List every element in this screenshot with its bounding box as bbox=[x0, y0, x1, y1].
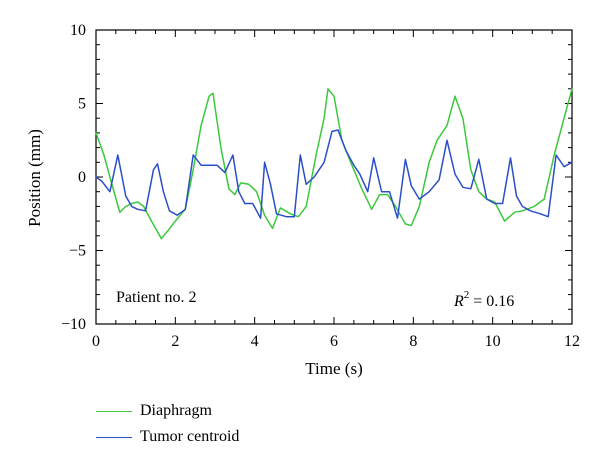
y-tick-label: −5 bbox=[69, 243, 86, 260]
x-tick-label: 12 bbox=[564, 333, 580, 350]
x-tick-label: 8 bbox=[409, 333, 417, 350]
y-tick-label: 10 bbox=[70, 22, 86, 39]
r-squared-exponent: 2 bbox=[464, 289, 470, 301]
y-axis-title: Position (mm) bbox=[25, 129, 44, 227]
plot-frame bbox=[95, 29, 573, 325]
x-axis-title: Time (s) bbox=[305, 359, 362, 378]
series-line-diaphragm bbox=[95, 88, 573, 240]
x-tick-label: 4 bbox=[251, 333, 259, 350]
series-line-tumor-centroid bbox=[95, 129, 573, 219]
x-tick-label: 6 bbox=[330, 333, 338, 350]
legend-item-diaphragm: Diaphragm bbox=[96, 398, 239, 424]
legend-label-tumor-centroid: Tumor centroid bbox=[140, 428, 240, 445]
y-tick-label: 0 bbox=[78, 169, 86, 186]
legend-swatch-tumor-centroid bbox=[96, 436, 132, 438]
y-tick-label: 5 bbox=[78, 96, 86, 113]
patient-annotation: Patient no. 2 bbox=[116, 289, 196, 306]
legend-item-tumor-centroid: Tumor centroid bbox=[96, 424, 239, 450]
x-tick-label: 0 bbox=[92, 333, 100, 350]
legend-swatch-diaphragm bbox=[96, 410, 132, 412]
r-squared-value: = 0.16 bbox=[469, 293, 514, 310]
r-squared-annotation: R2 = 0.16 bbox=[453, 289, 514, 310]
y-tick-label: −10 bbox=[61, 316, 86, 333]
series-layer bbox=[95, 88, 573, 240]
x-tick-label: 2 bbox=[171, 333, 179, 350]
x-tick-label: 10 bbox=[485, 333, 501, 350]
legend: Diaphragm Tumor centroid bbox=[96, 398, 239, 450]
axes: 0 2 4 6 8 10 12 10 5 0 −5 −10 bbox=[61, 22, 580, 350]
legend-label-diaphragm: Diaphragm bbox=[140, 402, 212, 419]
r-squared-symbol: R bbox=[453, 293, 464, 310]
line-chart: 0 2 4 6 8 10 12 10 5 0 −5 −10 Position (mm) Time (s… bbox=[25, 22, 580, 378]
